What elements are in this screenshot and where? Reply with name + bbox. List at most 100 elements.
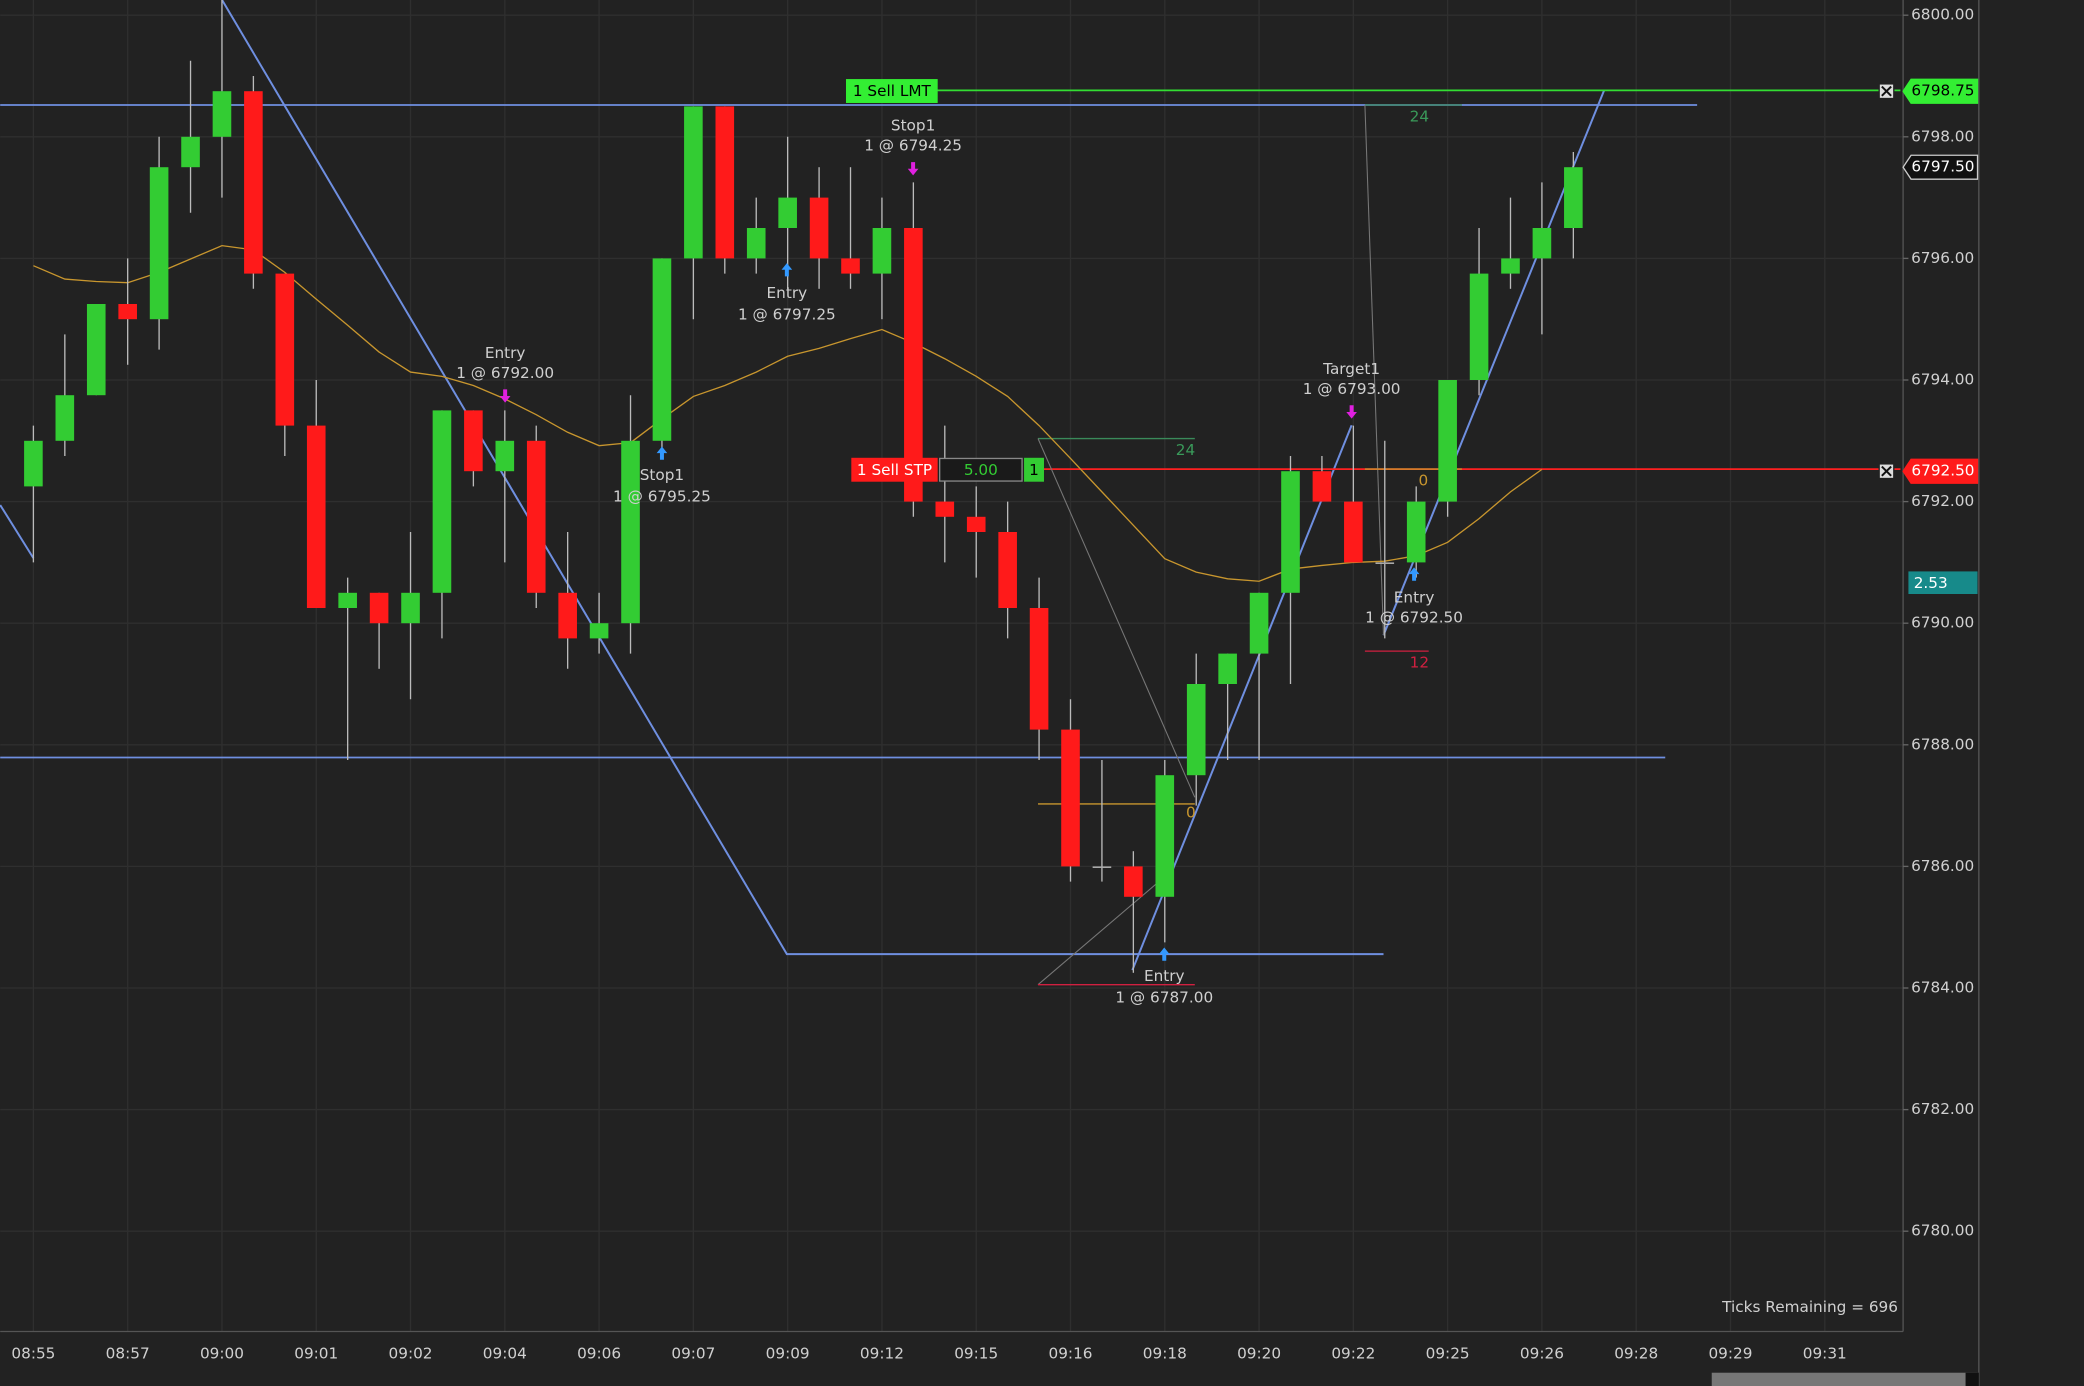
x-tick-label: 09:12 xyxy=(860,1345,904,1363)
candle-body xyxy=(1532,227,1552,259)
candle-body xyxy=(1469,273,1489,380)
scroll-button[interactable] xyxy=(1965,1372,1979,1386)
candle-body xyxy=(1281,471,1300,593)
candle-body xyxy=(1501,258,1520,274)
y-tick-label: 6800.00 xyxy=(1911,6,1974,24)
price-label: 6792.50 xyxy=(1911,462,1974,480)
execution-label: 1 @ 6797.25 xyxy=(738,305,836,323)
candle-body xyxy=(904,227,923,502)
candle-body xyxy=(998,531,1017,608)
order-box xyxy=(851,457,938,482)
execution-arrow xyxy=(781,263,793,277)
candle-body xyxy=(778,197,797,228)
order-label: 1 Sell LMT xyxy=(853,82,932,100)
price-marker xyxy=(1902,154,1979,180)
y-tick-label: 6792.00 xyxy=(1911,492,1974,510)
candle-body xyxy=(1406,501,1426,563)
plot xyxy=(24,0,1583,973)
x-tick-label: 09:04 xyxy=(483,1345,527,1363)
candle-body xyxy=(118,303,137,320)
execution-label: Entry xyxy=(1144,967,1185,985)
candle-body xyxy=(306,425,326,608)
candle-body xyxy=(809,197,829,259)
candle-body xyxy=(872,227,892,274)
candle-body xyxy=(401,592,420,624)
execution-arrow xyxy=(907,162,919,176)
candle-body xyxy=(24,440,43,487)
status-text: Ticks Remaining = 696 xyxy=(1721,1298,1898,1316)
execution-label: Entry xyxy=(485,344,526,362)
candle-body xyxy=(1375,562,1395,564)
y-tick-label: 6780.00 xyxy=(1911,1222,1974,1240)
cancel-x xyxy=(1881,85,1892,97)
grid xyxy=(0,0,1904,1332)
y-tick-label: 6796.00 xyxy=(1911,249,1974,267)
execution-label: Entry xyxy=(1394,588,1435,606)
order-box xyxy=(1024,457,1044,482)
candle-body xyxy=(1186,683,1206,776)
ruler-label: 0 xyxy=(1186,804,1196,822)
execution-label: 1 @ 6787.00 xyxy=(1115,988,1213,1006)
order-label: 1 xyxy=(1029,461,1039,479)
candle-body xyxy=(1312,471,1332,502)
candle-body xyxy=(275,273,295,426)
x-tick-label: 09:25 xyxy=(1426,1345,1470,1363)
execution-label: 1 @ 6795.25 xyxy=(613,487,711,505)
candle-body xyxy=(181,136,200,168)
ruler xyxy=(1037,876,1165,986)
execution-label: Entry xyxy=(767,284,808,302)
candle-body xyxy=(149,167,169,320)
y-tick-label: 6794.00 xyxy=(1911,370,1974,388)
x-tick-label: 09:06 xyxy=(577,1345,621,1363)
x-tick-label: 09:00 xyxy=(200,1345,244,1363)
execution-label: 1 @ 6792.50 xyxy=(1365,608,1463,626)
y-tick-label: 6798.00 xyxy=(1911,127,1974,145)
ruler xyxy=(1037,438,1196,798)
candle-body xyxy=(338,592,357,608)
ruler-label: 12 xyxy=(1410,654,1429,672)
execution-label: 1 @ 6793.00 xyxy=(1303,380,1401,398)
order-box xyxy=(845,79,938,103)
candle-body xyxy=(621,440,640,624)
x-tick-label: 09:09 xyxy=(766,1345,810,1363)
price-label: 6798.75 xyxy=(1911,82,1974,100)
candle-body xyxy=(966,516,986,532)
trend-line xyxy=(0,504,35,559)
candle-body xyxy=(1155,775,1175,897)
x-tick-label: 09:16 xyxy=(1049,1345,1093,1363)
execution-arrow xyxy=(1346,405,1357,419)
x-tick-label: 08:57 xyxy=(106,1345,150,1363)
x-tick-label: 09:26 xyxy=(1520,1345,1564,1363)
candle-body xyxy=(715,106,735,259)
order-box xyxy=(939,457,1023,482)
x-tick-label: 09:02 xyxy=(389,1345,433,1363)
execution-label: Target1 xyxy=(1322,360,1380,378)
candle-body xyxy=(55,395,75,441)
candle-body xyxy=(244,91,263,274)
candle-body xyxy=(684,106,703,259)
candle-body xyxy=(86,303,106,396)
candle-body xyxy=(652,258,672,441)
execution-label: 1 @ 6794.25 xyxy=(864,137,962,155)
y-tick-label: 6784.00 xyxy=(1911,978,1974,996)
indicator-box xyxy=(1908,571,1978,594)
x-tick-label: 09:01 xyxy=(294,1345,338,1363)
candle-body xyxy=(935,501,955,517)
ruler-label: 0 xyxy=(1419,472,1429,490)
order-label: 1 Sell STP xyxy=(857,461,932,479)
scrollbar[interactable] xyxy=(1711,1372,1978,1386)
x-tick-label: 09:31 xyxy=(1803,1345,1847,1363)
price-marker xyxy=(1902,458,1979,484)
candle-body xyxy=(212,91,232,137)
ruler-label: 24 xyxy=(1410,107,1429,125)
execution-arrow xyxy=(1158,947,1170,961)
y-tick-label: 6790.00 xyxy=(1911,614,1974,632)
candle-body xyxy=(558,592,577,639)
overlay: 6780.00 6782.00 6784.00 6786.00 6788.00 6790.… xyxy=(11,6,1979,1363)
y-tick-label: 6788.00 xyxy=(1911,735,1974,753)
candle-body xyxy=(1061,729,1080,867)
x-tick-label: 08:55 xyxy=(11,1345,55,1363)
x-tick-label: 09:28 xyxy=(1614,1345,1658,1363)
